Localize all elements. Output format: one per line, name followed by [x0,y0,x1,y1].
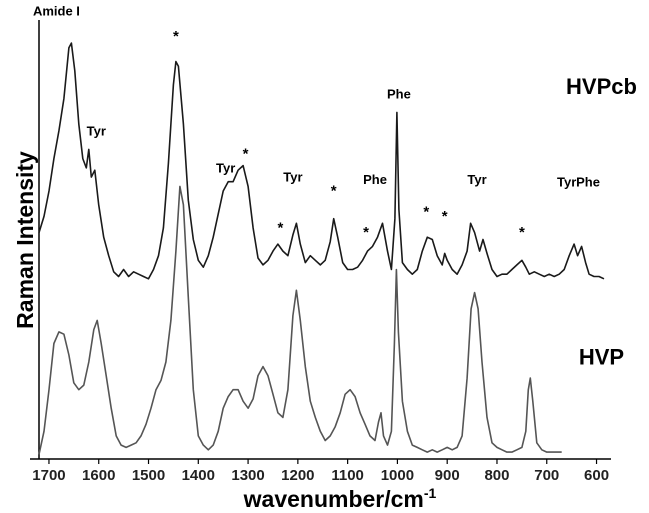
peak-annotation: Tyr [467,172,486,187]
peak-marker-asterisk: * [442,208,448,225]
x-tick-label: 600 [584,467,609,484]
series-lines [38,42,605,455]
x-tick-label: 1600 [82,467,115,484]
peak-annotation: Tyr [216,160,235,175]
peak-annotation: Phe [363,172,387,187]
peak-marker-asterisk: * [519,224,525,241]
peak-marker-asterisk: * [423,203,429,220]
series-label: HVP [579,344,624,369]
x-tick-label: 1300 [231,467,264,484]
x-axis-ticks: 1700 1600 1500 1400 1300 1200 1100 1000 900 800 70… [32,459,609,484]
peak-marker-asterisk: * [173,28,179,45]
x-axis-label: wavenumber/cm-1 [243,485,437,512]
x-tick-label: 1700 [32,467,65,484]
x-tick-label: 1400 [182,467,215,484]
x-tick-label: 1200 [281,467,314,484]
series-line-1 [38,42,605,280]
peak-annotation: Tyr [557,174,576,189]
x-tick-label: 1500 [132,467,165,484]
series-labels: HVPcb HVP [566,74,637,369]
peak-annotation: Tyr [87,124,106,139]
peak-annotation: Phe [387,87,411,102]
peak-marker-asterisk: * [363,224,369,241]
peak-annotation: Tyr [283,170,302,185]
peak-annotation: Amide I [33,3,80,18]
peak-marker-asterisk: * [331,183,337,200]
plot-area: 1700 1600 1500 1400 1300 1200 1100 1000 900 800 70… [30,3,637,484]
x-tick-label: 800 [484,467,509,484]
x-tick-label: 700 [534,467,559,484]
x-tick-label: 1000 [381,467,414,484]
peak-annotation: Phe [576,174,600,189]
x-axis-label-text: wavenumber/cm [243,486,424,512]
x-tick-label: 900 [435,467,460,484]
series-label: HVPcb [566,74,637,99]
x-tick-label: 1100 [331,467,364,484]
y-axis-label: Raman Intensity [12,151,38,329]
peak-marker-asterisk: * [278,220,284,237]
x-axis-label-superscript: -1 [424,485,437,501]
series-line-2 [38,185,562,455]
peak-marker-asterisk: * [243,146,249,163]
